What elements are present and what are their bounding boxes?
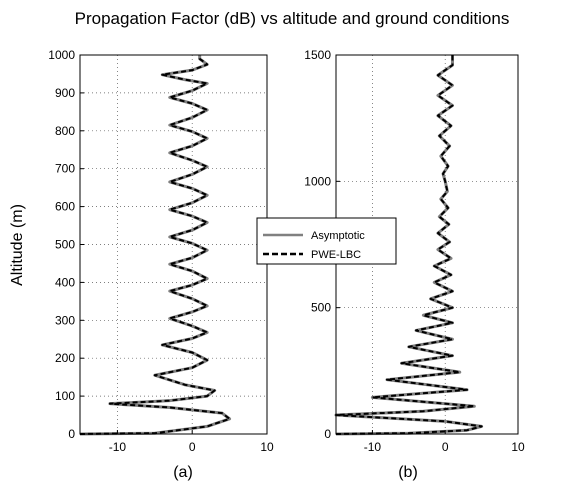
legend-label-pwe-lbc: PWE-LBC (311, 249, 361, 261)
chart-title: Propagation Factor (dB) vs altitude and … (75, 9, 510, 28)
y-tick-label: 900 (55, 86, 75, 100)
x-tick-label: -10 (364, 440, 382, 454)
y-tick-label: 300 (55, 313, 75, 327)
y-tick-label: 700 (55, 162, 75, 176)
y-tick-label: 1000 (48, 48, 75, 62)
y-tick-label: 100 (55, 389, 75, 403)
legend-box (256, 217, 397, 265)
series-line-pwe-lbc-a (79, 55, 231, 435)
y-tick-label: 600 (55, 200, 75, 214)
legend-label-asymptotic: Asymptotic (311, 230, 365, 242)
subplot-label-b: (b) (398, 464, 418, 481)
y-tick-label: 200 (55, 351, 75, 365)
y-tick-label: 400 (55, 275, 75, 289)
x-tick-label: 10 (260, 440, 274, 454)
y-axis-label: Altitude (m) (9, 204, 26, 286)
x-tick-label: -10 (109, 440, 127, 454)
y-tick-label: 1000 (304, 174, 331, 188)
x-tick-label: 0 (442, 440, 449, 454)
subplot-label-a: (a) (173, 464, 193, 481)
y-tick-label: 800 (55, 124, 75, 138)
x-tick-label: 0 (189, 440, 196, 454)
series-line-pwe-lbc-b (335, 55, 483, 435)
y-tick-label: 0 (324, 427, 331, 441)
legend: Asymptotic PWE-LBC (256, 217, 397, 265)
y-tick-label: 500 (55, 238, 75, 252)
y-tick-label: 500 (311, 301, 331, 315)
y-tick-label: 0 (68, 427, 75, 441)
x-tick-label: 10 (511, 440, 525, 454)
y-tick-label: 1500 (304, 48, 331, 62)
